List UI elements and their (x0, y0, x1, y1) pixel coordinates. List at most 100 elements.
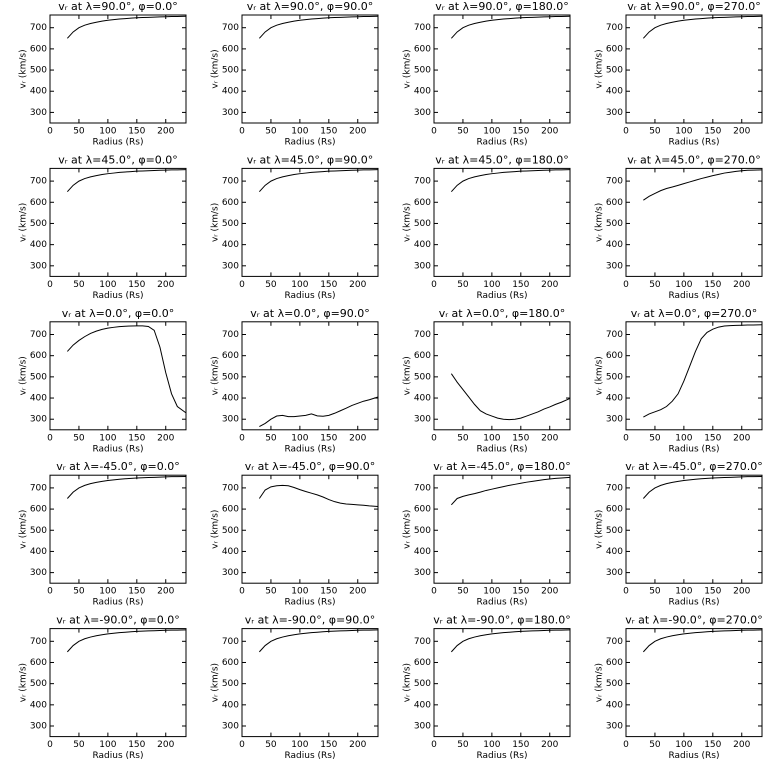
plot-frame (241, 14, 379, 124)
data-line (643, 324, 763, 418)
y-tick-label: 700 (222, 330, 239, 340)
plot-frame (241, 628, 379, 738)
x-tick-label: 50 (265, 127, 277, 137)
y-tick-label: 300 (30, 261, 47, 271)
panel: vᵣ at λ=45.0°, φ=0.0° 0 50 100 150 200 300 400 5… (19, 153, 187, 301)
y-axis-label: vᵣ (km/s) (211, 49, 221, 88)
y-tick-label: 400 (30, 700, 47, 710)
plot-frame (241, 474, 379, 584)
x-axis-label: Radius (Rs) (668, 751, 719, 761)
x-tick-label: 50 (457, 127, 469, 137)
data-line (450, 15, 571, 39)
y-tick-label: 500 (222, 679, 239, 689)
x-tick-label: 200 (349, 127, 366, 137)
y-tick-label: 400 (414, 700, 431, 710)
y-tick-label: 700 (222, 177, 239, 187)
x-tick-label: 0 (239, 127, 245, 137)
x-tick-label: 100 (99, 740, 116, 750)
y-tick-label: 500 (222, 66, 239, 76)
x-tick-label: 200 (349, 587, 366, 597)
y-tick-label: 400 (222, 547, 239, 557)
x-tick-label: 150 (512, 433, 529, 443)
x-tick-label: 200 (349, 280, 366, 290)
y-tick-label: 300 (30, 415, 47, 425)
data-line (642, 475, 763, 499)
x-tick-label: 0 (239, 280, 245, 290)
data-line (66, 15, 187, 39)
plot-frame (625, 321, 763, 431)
x-tick-label: 100 (99, 280, 116, 290)
x-tick-label: 150 (512, 587, 529, 597)
chart-title: vᵣ at λ=0.0°, φ=90.0° (250, 307, 370, 320)
x-tick-label: 200 (733, 280, 750, 290)
data-line (450, 629, 571, 653)
x-tick-label: 150 (704, 280, 721, 290)
y-axis-label: vᵣ (km/s) (595, 203, 605, 242)
x-tick-label: 200 (733, 433, 750, 443)
x-tick-label: 100 (291, 280, 308, 290)
y-tick-label: 400 (30, 394, 47, 404)
y-tick-label: 600 (414, 658, 431, 668)
x-tick-label: 200 (157, 740, 174, 750)
plot-frame (49, 474, 187, 584)
x-tick-label: 200 (157, 433, 174, 443)
y-tick-label: 700 (606, 637, 623, 647)
y-tick-label: 400 (30, 87, 47, 97)
x-tick-label: 200 (733, 587, 750, 597)
y-tick-label: 400 (606, 394, 623, 404)
y-tick-label: 500 (30, 679, 47, 689)
chart-title: vᵣ at λ=0.0°, φ=270.0° (631, 307, 758, 320)
x-tick-label: 50 (265, 740, 277, 750)
panel: vᵣ at λ=45.0°, φ=270.0° 0 50 100 150 200 300 40… (595, 153, 763, 301)
y-axis-label: vᵣ (km/s) (19, 663, 29, 702)
x-axis-label: Radius (Rs) (476, 138, 527, 148)
x-tick-label: 150 (512, 280, 529, 290)
x-tick-label: 50 (457, 587, 469, 597)
y-tick-label: 600 (222, 505, 239, 515)
plot-frame (433, 628, 571, 738)
y-tick-label: 500 (606, 526, 623, 536)
data-line (66, 325, 187, 414)
y-tick-label: 400 (222, 394, 239, 404)
x-tick-label: 0 (239, 587, 245, 597)
x-tick-label: 100 (99, 127, 116, 137)
panel: vᵣ at λ=-45.0°, φ=270.0° 0 50 100 150 200 300 4… (595, 460, 763, 608)
x-tick-label: 100 (291, 740, 308, 750)
panel: vᵣ at λ=90.0°, φ=90.0° 0 50 100 150 200 300 400… (211, 0, 379, 148)
y-tick-label: 500 (606, 372, 623, 382)
x-axis-label: Radius (Rs) (668, 598, 719, 608)
x-tick-label: 150 (128, 280, 145, 290)
y-tick-label: 600 (222, 658, 239, 668)
panel: vᵣ at λ=-45.0°, φ=0.0° 0 50 100 150 200 300 400… (19, 460, 187, 608)
chart-title: vᵣ at λ=-45.0°, φ=0.0° (56, 460, 180, 473)
plot-frame (49, 628, 187, 738)
plot-frame (241, 167, 379, 277)
y-tick-label: 600 (606, 198, 623, 208)
x-tick-label: 200 (541, 740, 558, 750)
x-tick-label: 0 (47, 433, 53, 443)
x-tick-label: 50 (649, 587, 661, 597)
plot-frame (49, 14, 187, 124)
y-axis-label: vᵣ (km/s) (403, 356, 413, 395)
x-tick-label: 150 (512, 127, 529, 137)
y-tick-label: 500 (30, 526, 47, 536)
y-tick-label: 500 (30, 372, 47, 382)
x-tick-label: 100 (291, 433, 308, 443)
y-tick-label: 300 (30, 108, 47, 118)
y-tick-label: 300 (222, 261, 239, 271)
x-tick-label: 0 (623, 740, 629, 750)
x-axis-label: Radius (Rs) (284, 751, 335, 761)
x-tick-label: 0 (431, 127, 437, 137)
y-tick-label: 700 (222, 637, 239, 647)
x-tick-label: 100 (675, 433, 692, 443)
x-axis-label: Radius (Rs) (284, 138, 335, 148)
x-tick-label: 200 (349, 433, 366, 443)
x-tick-label: 0 (623, 587, 629, 597)
x-axis-label: Radius (Rs) (92, 598, 143, 608)
x-tick-label: 100 (483, 280, 500, 290)
x-tick-label: 150 (128, 740, 145, 750)
x-tick-label: 0 (623, 433, 629, 443)
chart-title: vᵣ at λ=0.0°, φ=180.0° (439, 307, 566, 320)
x-tick-label: 100 (675, 740, 692, 750)
x-tick-label: 100 (291, 127, 308, 137)
